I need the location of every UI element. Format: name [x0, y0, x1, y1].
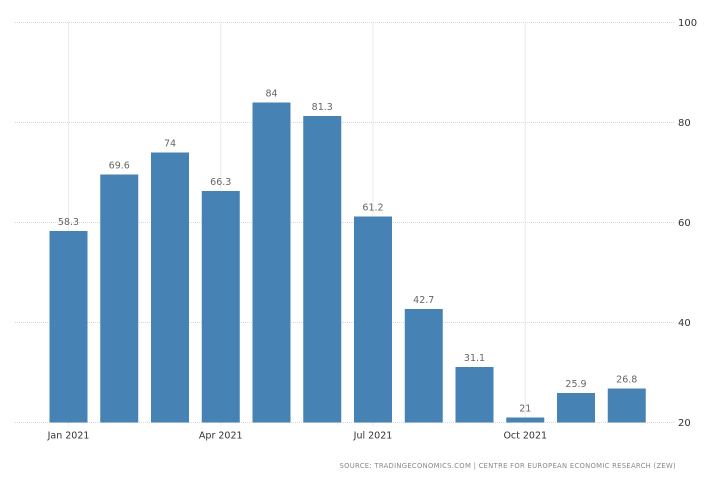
bar: [557, 393, 595, 423]
bar: [252, 102, 291, 423]
bar: [303, 116, 342, 423]
data-label: 58.3: [58, 217, 79, 228]
x-tick-label: Jul 2021: [353, 431, 393, 442]
data-label: 42.7: [413, 295, 434, 306]
x-tick-label: Apr 2021: [199, 431, 243, 442]
data-label: 26.8: [616, 375, 637, 386]
source-note: SOURCE: TRADINGECONOMICS.COM | CENTRE FO…: [339, 462, 676, 470]
data-label: 31.1: [464, 353, 485, 364]
data-label: 84: [265, 89, 277, 100]
bar: [201, 191, 240, 423]
data-label: 69.6: [109, 161, 130, 172]
bar: [607, 388, 646, 423]
bar: [455, 367, 494, 423]
bar: [404, 309, 443, 423]
bar: [151, 152, 189, 423]
bar: [49, 231, 88, 423]
data-label: 81.3: [312, 102, 333, 113]
data-label: 66.3: [210, 177, 231, 188]
y-tick-label: 60: [678, 218, 691, 229]
y-tick-label: 100: [678, 18, 697, 29]
y-tick-label: 20: [678, 418, 691, 429]
bar: [354, 216, 392, 423]
bar: [100, 174, 139, 423]
x-tick-label: Oct 2021: [503, 431, 547, 442]
data-label: 61.2: [362, 203, 383, 214]
y-tick-label: 40: [678, 318, 691, 329]
data-label: 74: [164, 139, 176, 150]
data-label: 21: [519, 404, 531, 415]
data-label: 25.9: [565, 379, 586, 390]
x-tick-label: Jan 2021: [47, 431, 90, 442]
bar: [506, 417, 545, 423]
y-tick-label: 80: [678, 118, 691, 129]
